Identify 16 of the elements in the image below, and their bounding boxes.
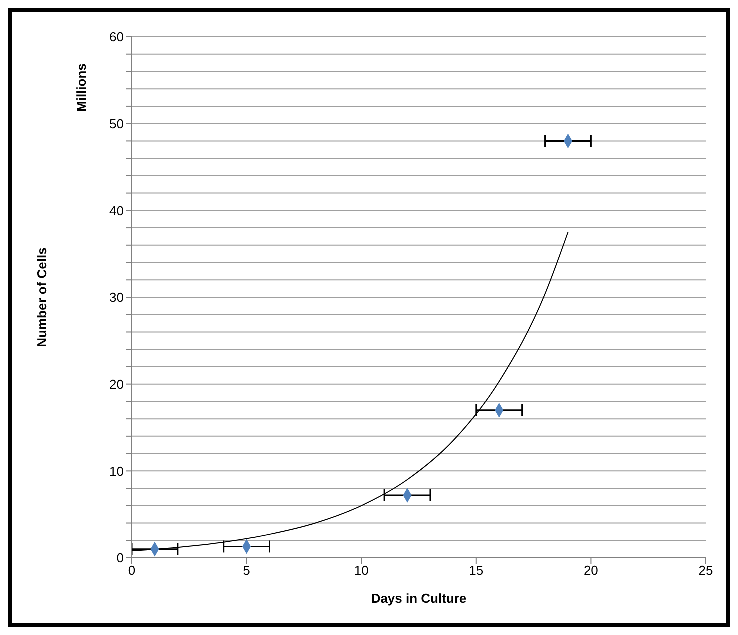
y-tick-label: 40: [110, 203, 124, 218]
x-tick-label: 15: [469, 563, 484, 578]
y-tick-label: 50: [110, 116, 124, 132]
y-tick-label: 0: [116, 550, 124, 566]
text: Millions: [74, 64, 89, 112]
x-tick-label: 20: [584, 563, 598, 578]
y-tick-label: 20: [110, 376, 124, 392]
y-tick-label: 30: [110, 290, 124, 306]
x-tick-label: 0: [128, 563, 136, 578]
y-tick-label: 60: [110, 30, 124, 45]
x-tick-label: 5: [243, 563, 250, 578]
y-axis-title: Number of Cells: [34, 248, 50, 348]
x-axis-title: Days in Culture: [371, 591, 467, 606]
y-tick-label: 10: [110, 464, 124, 479]
x-tick-label: 10: [354, 563, 369, 578]
x-tick-label: 25: [698, 563, 714, 578]
